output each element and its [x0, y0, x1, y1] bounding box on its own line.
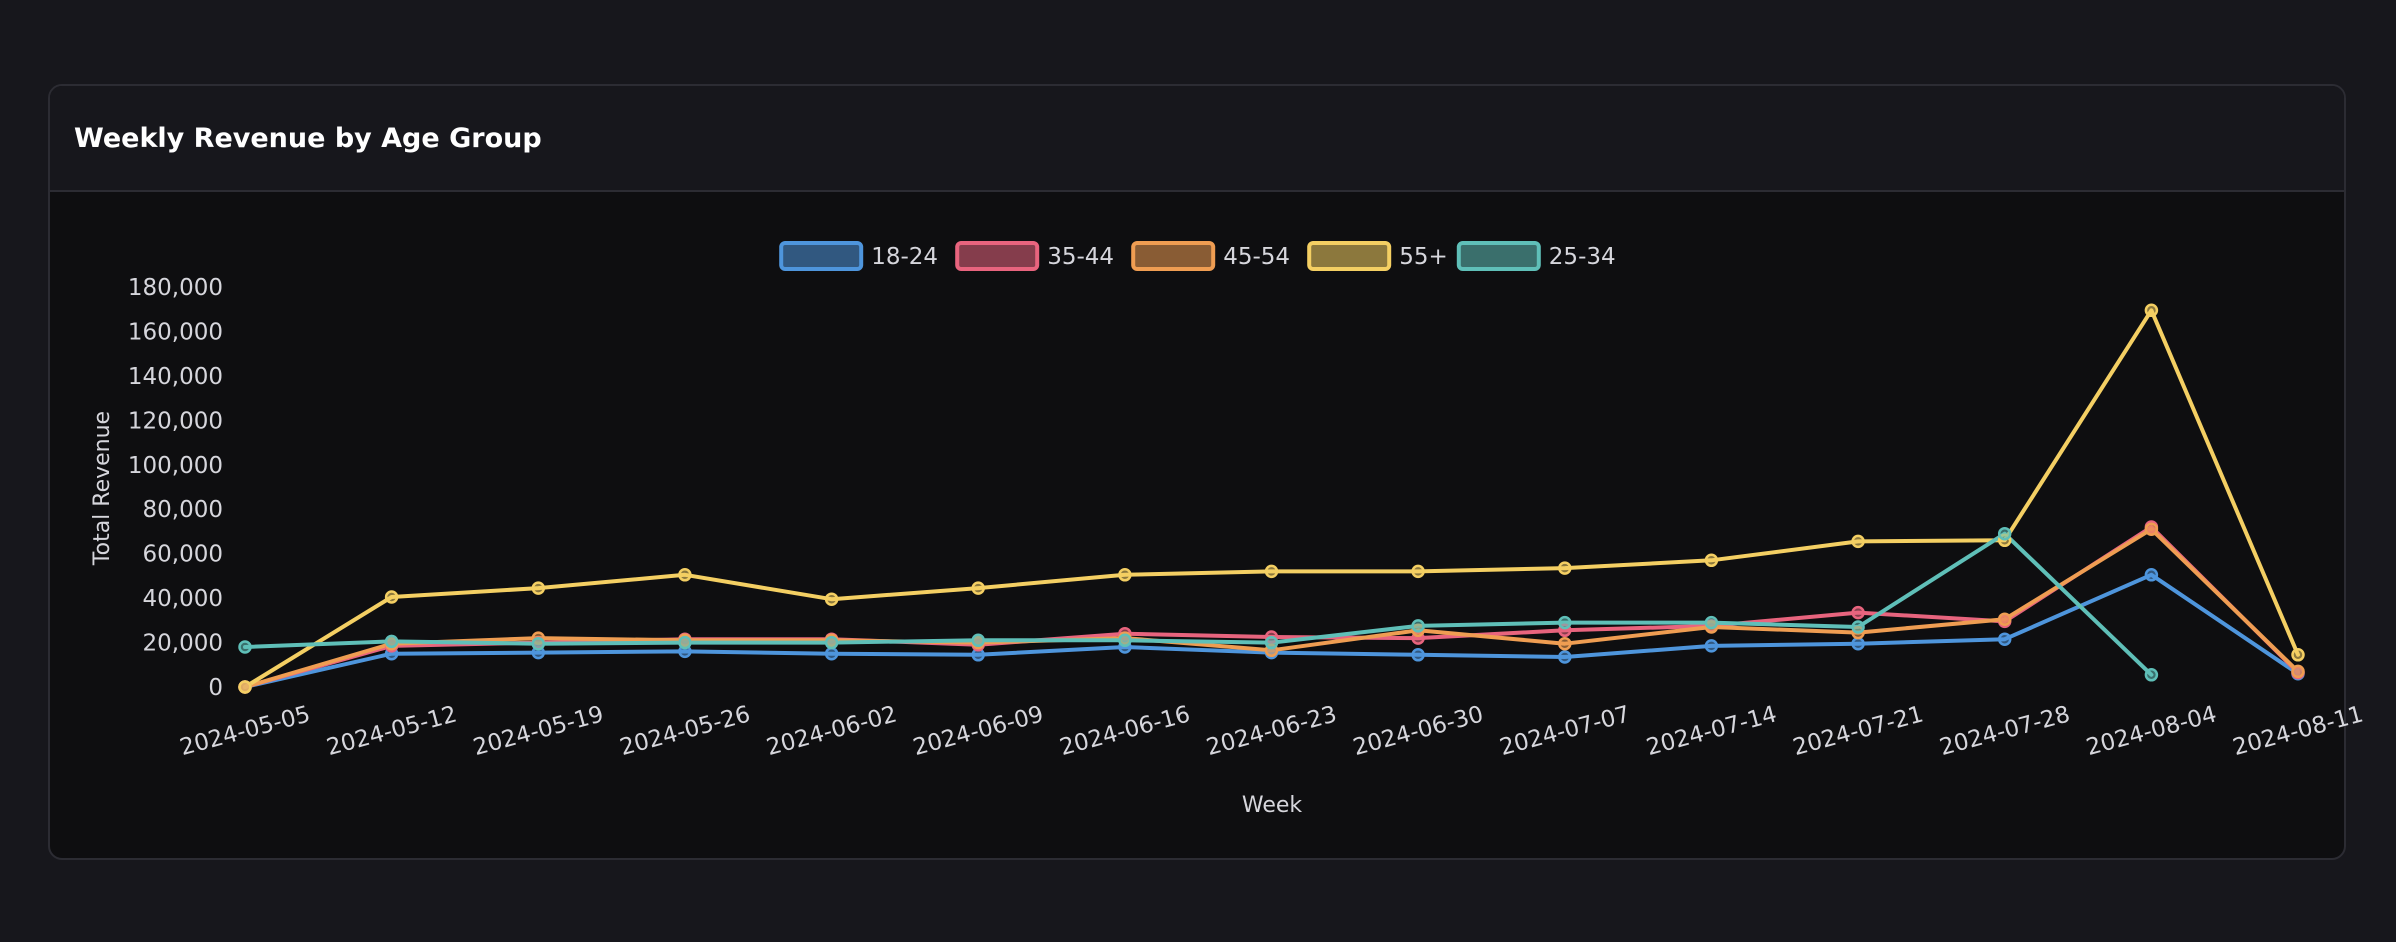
data-point: [1851, 636, 1865, 651]
legend-swatch: [1307, 241, 1392, 271]
data-point: [1851, 605, 1865, 620]
data-point: [531, 636, 546, 651]
chart-card-title: Weekly Revenue by Age Group: [74, 122, 542, 154]
legend-label: 55+: [1399, 244, 1448, 270]
y-tick-label: 40,000: [143, 586, 223, 612]
chart-legend: 18-24 35-44 45-54 55+ 25-34: [779, 241, 1616, 271]
data-point: [1264, 564, 1279, 579]
y-axis-label: Total Revenue: [90, 411, 115, 566]
y-tick-label: 60,000: [143, 542, 223, 568]
data-point: [1558, 650, 1572, 664]
data-point: [238, 640, 252, 654]
y-tick-label: 0: [208, 675, 223, 701]
data-point: [238, 680, 252, 694]
y-tick-label: 160,000: [128, 319, 223, 345]
data-point: [1411, 564, 1425, 579]
x-tick-label: 2024-07-28: [1937, 701, 2073, 761]
y-tick-label: 100,000: [128, 453, 223, 479]
data-point: [1704, 639, 1719, 653]
x-tick-label: 2024-06-02: [764, 701, 900, 761]
legend-swatch: [955, 241, 1040, 271]
data-point: [824, 646, 839, 661]
x-tick-label: 2024-06-23: [1204, 701, 1340, 761]
y-tick-label: 120,000: [128, 408, 223, 434]
x-tick-label: 2024-05-19: [471, 701, 607, 761]
data-point: [1997, 526, 2012, 541]
data-point: [1558, 561, 1572, 575]
data-point: [824, 635, 839, 650]
data-point: [2291, 664, 2305, 679]
x-tick-label: 2024-08-04: [2084, 701, 2220, 761]
data-point: [1264, 635, 1279, 650]
data-point: [971, 581, 985, 595]
data-point: [1118, 633, 1132, 648]
data-point: [1997, 612, 2012, 626]
card-header: Weekly Revenue by Age Group: [50, 86, 2344, 192]
y-tick-label: 80,000: [143, 497, 223, 523]
x-tick-label: 2024-08-11: [2230, 701, 2366, 761]
x-tick-label: 2024-07-14: [1644, 701, 1780, 761]
y-tick-label: 180,000: [128, 275, 223, 301]
data-point: [1704, 615, 1719, 630]
data-point: [2144, 668, 2159, 682]
x-tick-label: 2024-06-16: [1057, 701, 1193, 761]
data-point: [971, 633, 985, 648]
data-point: [1704, 553, 1719, 568]
series-line-45-54: [243, 527, 2300, 689]
data-point: [824, 592, 839, 606]
data-point: [1411, 648, 1425, 662]
data-point: [384, 634, 399, 649]
data-point: [678, 568, 692, 582]
data-point: [678, 635, 692, 650]
series-points: [238, 303, 2305, 694]
x-tick-label: 2024-06-30: [1350, 701, 1486, 761]
chart-card: Weekly Revenue by Age Group: [48, 84, 2346, 860]
x-tick-label: 2024-07-21: [1790, 701, 1926, 761]
x-axis-label: Week: [1242, 793, 1303, 818]
data-point: [2291, 648, 2305, 662]
data-point: [531, 581, 546, 595]
data-point: [1118, 568, 1132, 582]
x-tick-label: 2024-05-12: [324, 701, 460, 761]
y-tick-label: 20,000: [143, 631, 223, 657]
legend-label: 35-44: [1047, 244, 1114, 270]
y-axis: 0 20,000 40,000 60,000 80,000 100,000 120,000 1…: [128, 275, 223, 701]
data-point: [2144, 303, 2159, 318]
x-tick-label: 2024-07-07: [1497, 701, 1633, 761]
legend-swatch: [1131, 241, 1216, 271]
x-tick-label: 2024-05-26: [617, 701, 753, 761]
data-point: [2144, 522, 2159, 536]
series-line-25-34: [243, 531, 2154, 677]
legend-swatch: [779, 241, 864, 271]
legend-label: 18-24: [871, 244, 938, 270]
y-tick-label: 140,000: [128, 364, 223, 390]
data-point: [1558, 615, 1572, 630]
data-point: [1851, 620, 1865, 634]
x-tick-label: 2024-06-09: [910, 701, 1046, 761]
series-line-35-44: [243, 525, 2300, 689]
data-point: [1411, 619, 1425, 633]
data-point: [1558, 636, 1572, 651]
data-point: [1851, 534, 1865, 549]
data-point: [1997, 632, 2012, 646]
data-point: [384, 590, 399, 604]
x-tick-label: 2024-05-05: [177, 701, 313, 761]
x-axis: 2024-05-05 2024-05-12 2024-05-19 2024-05-26…: [177, 701, 2366, 761]
legend-label: 25-34: [1549, 244, 1616, 270]
legend-swatch: [1456, 241, 1541, 271]
data-point: [2144, 568, 2159, 582]
legend-label: 45-54: [1223, 244, 1290, 270]
